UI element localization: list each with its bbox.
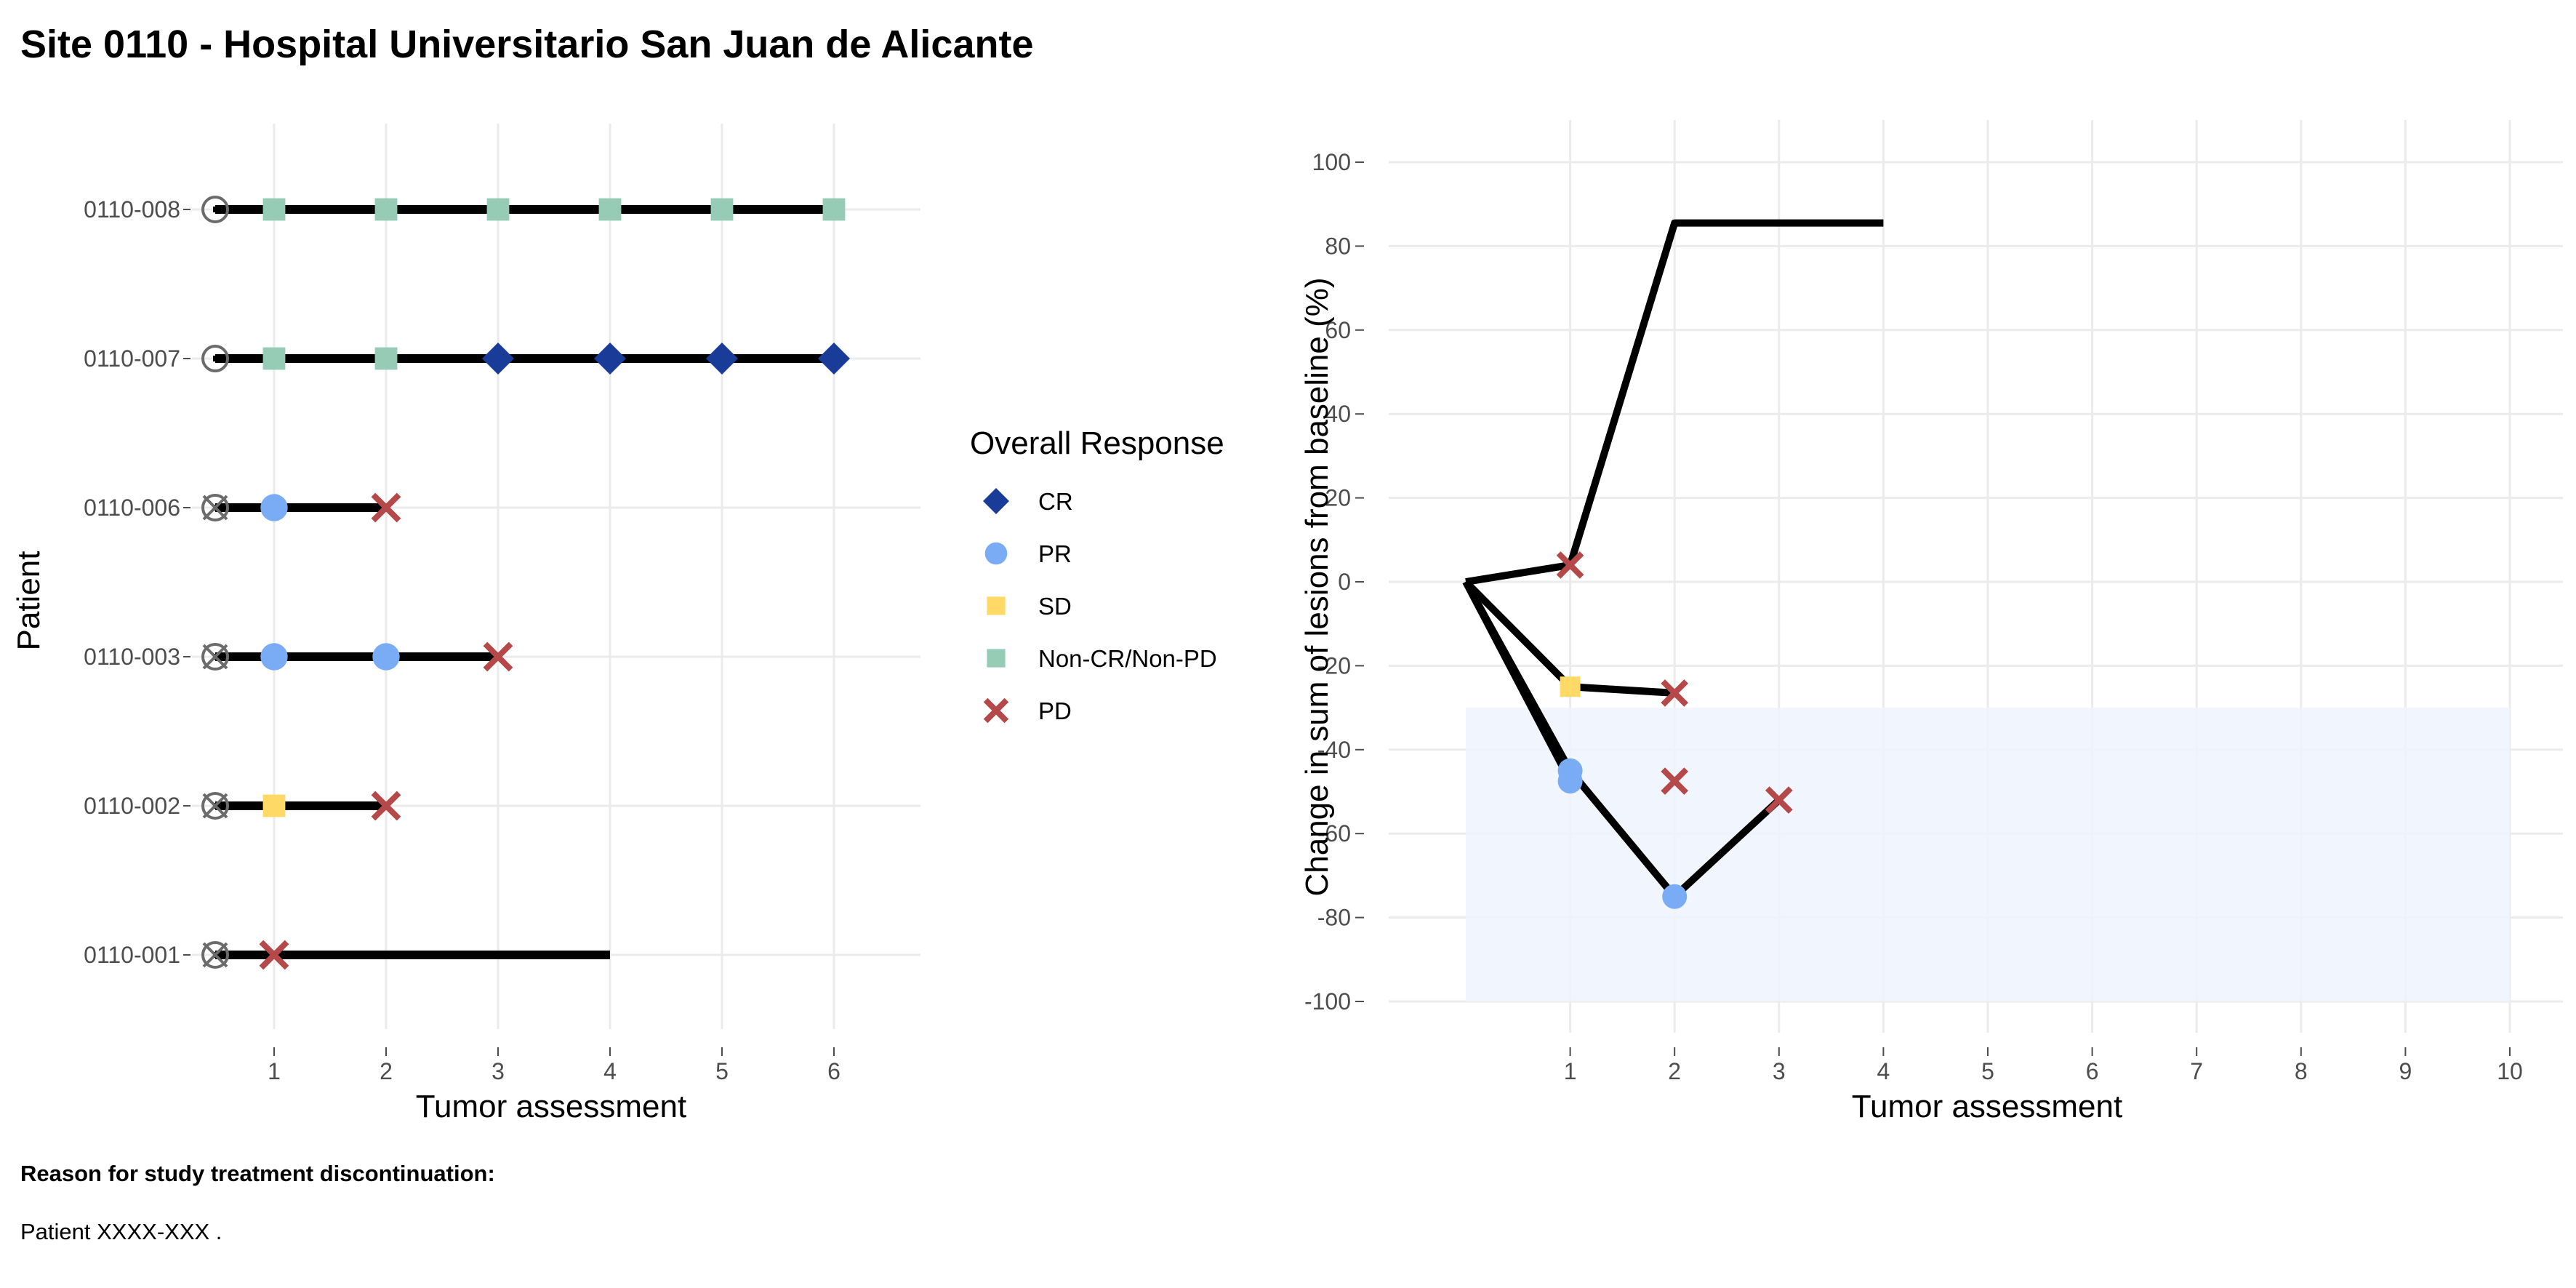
baseline-marker — [201, 196, 229, 223]
x-tick-label: 10 — [2497, 1058, 2523, 1084]
footer-heading: Reason for study treatment discontinuati… — [20, 1161, 495, 1186]
assessment-marker — [374, 198, 398, 221]
legend-label-noncrnonpd: Non-CR/Non-PD — [1038, 645, 1217, 672]
assessment-marker — [1661, 767, 1689, 795]
x-tick-label: 2 — [1668, 1058, 1681, 1084]
assessment-marker — [818, 343, 850, 375]
assessment-marker — [259, 940, 289, 970]
x-axis-title: Tumor assessment — [416, 1089, 686, 1124]
page-title: Site 0110 - Hospital Universitario San J… — [20, 23, 1034, 66]
y-tick-label: 0110-007 — [84, 345, 180, 372]
y-tick-label: 0 — [1338, 569, 1351, 595]
x-tick-label: 6 — [2086, 1058, 2099, 1084]
y-tick-label: 0110-008 — [84, 196, 180, 223]
baseline-marker — [201, 941, 229, 969]
baseline-marker — [201, 494, 229, 521]
discontinued-marker — [202, 942, 228, 968]
baseline-point — [213, 207, 219, 212]
discontinued-marker — [202, 793, 228, 819]
x-tick-label: 2 — [380, 1058, 393, 1084]
legend-title: Overall Response — [970, 425, 1224, 461]
y-tick-label: 0110-006 — [84, 495, 180, 521]
x-tick-label: 1 — [268, 1058, 281, 1084]
baseline-marker — [201, 345, 229, 372]
y-tick-label: 100 — [1312, 149, 1351, 175]
y-tick-label: 0110-003 — [84, 644, 180, 670]
assessment-marker — [260, 494, 288, 521]
x-tick-label: 3 — [491, 1058, 505, 1084]
legend-key-cr — [983, 488, 1009, 514]
y-tick-label: -100 — [1304, 988, 1351, 1015]
x-tick-label: 4 — [1877, 1058, 1890, 1084]
legend-label-pr: PR — [1038, 540, 1072, 567]
y-tick-label: -60 — [1317, 820, 1351, 847]
x-tick-label: 3 — [1773, 1058, 1786, 1084]
assessment-marker — [262, 794, 286, 817]
y-axis-title: Change in sum of lesions from baseline (… — [1299, 277, 1335, 896]
assessment-marker — [262, 198, 286, 221]
assessment-marker — [598, 198, 622, 221]
legend-label-pd: PD — [1038, 697, 1072, 724]
y-tick-label: 0110-002 — [84, 793, 180, 819]
assessment-marker — [371, 791, 401, 821]
x-tick-label: 5 — [1981, 1058, 1994, 1084]
assessment-marker — [1661, 679, 1689, 707]
baseline-marker — [201, 792, 229, 820]
assessment-marker — [1662, 884, 1688, 909]
swimmer-plot: 0110-008 0110-007 0110-006 0110-003 0110-002… — [11, 124, 920, 1124]
x-axis-title: Tumor assessment — [1852, 1089, 2122, 1124]
assessment-marker — [822, 198, 846, 221]
assessment-marker — [483, 641, 513, 672]
spider-plot: 100 80 60 40 20 0 -20 -40 -60 -80 -100 1 2 3 4 5 6 7 8 9 10 T… — [1299, 120, 2563, 1124]
baseline-point — [213, 356, 219, 361]
y-tick-label: -20 — [1317, 652, 1351, 679]
assessment-marker — [482, 343, 514, 375]
footer-text: Patient XXXX-XXX . — [20, 1219, 222, 1244]
y-tick-label: -40 — [1317, 737, 1351, 763]
response-band — [1466, 708, 2510, 1001]
series-line — [1462, 580, 1574, 783]
y-tick-label: 60 — [1325, 317, 1351, 343]
x-tick-label: 4 — [603, 1058, 617, 1084]
assessment-marker — [372, 643, 400, 671]
legend-key-sd — [987, 596, 1006, 615]
assessment-marker — [1556, 551, 1584, 579]
x-tick-label: 8 — [2295, 1058, 2308, 1084]
legend-label-sd: SD — [1038, 593, 1072, 620]
assessment-marker — [710, 198, 734, 221]
x-tick-label: 7 — [2190, 1058, 2203, 1084]
baseline-marker — [201, 643, 229, 671]
assessment-marker — [374, 347, 398, 370]
y-tick-label: -80 — [1317, 905, 1351, 931]
discontinued-marker — [202, 495, 228, 521]
y-tick-label: 0110-001 — [84, 942, 180, 968]
assessment-marker — [260, 643, 288, 671]
legend-label-cr: CR — [1038, 488, 1073, 515]
x-tick-label: 9 — [2399, 1058, 2412, 1084]
assessment-marker — [706, 343, 738, 375]
y-tick-label: 20 — [1325, 485, 1351, 511]
assessment-marker — [594, 343, 626, 375]
legend-key-noncrnonpd — [987, 649, 1006, 668]
assessment-marker — [486, 198, 510, 221]
legend-key-pr — [984, 542, 1008, 565]
x-tick-label: 5 — [715, 1058, 729, 1084]
x-tick-label: 1 — [1564, 1058, 1577, 1084]
assessment-marker — [1765, 786, 1793, 814]
y-tick-label: 40 — [1325, 401, 1351, 427]
legend-key-pd — [983, 697, 1009, 724]
discontinued-marker — [202, 644, 228, 670]
x-tick-label: 6 — [827, 1058, 840, 1084]
assessment-marker — [262, 347, 286, 370]
series-line — [1465, 219, 1884, 585]
y-tick-label: 80 — [1325, 233, 1351, 259]
assessment-marker — [1560, 676, 1581, 697]
assessment-marker — [1557, 769, 1583, 794]
y-axis-title: Patient — [11, 551, 47, 651]
legend: Overall Response CR PR SD Non-CR/Non-PD PD — [970, 425, 1224, 724]
assessment-marker — [371, 492, 401, 523]
